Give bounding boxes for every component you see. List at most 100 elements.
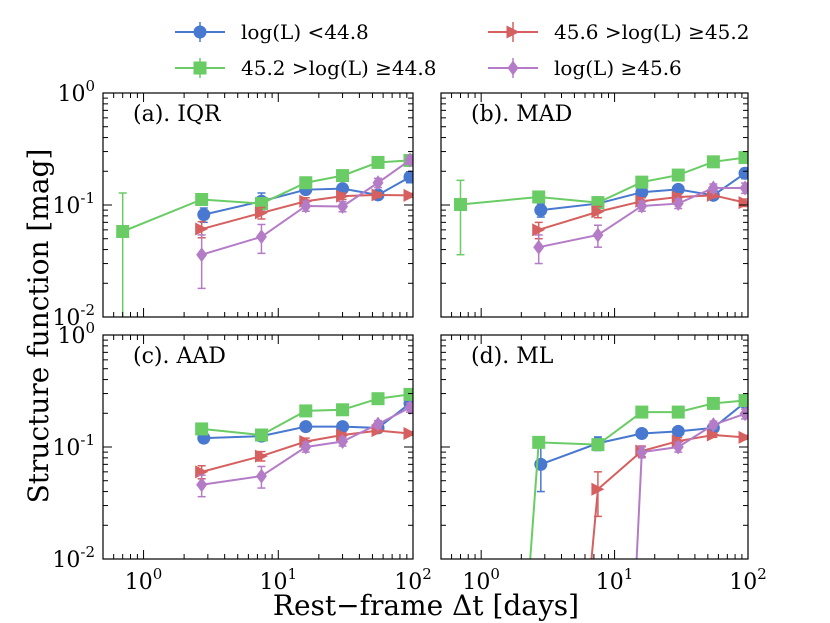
legend-label: 45.2 >log(L) ≥44.8 xyxy=(241,56,436,80)
data-point xyxy=(672,439,684,455)
data-point xyxy=(300,439,312,455)
panel-plot-area xyxy=(453,151,748,265)
panel-frame xyxy=(102,92,414,318)
panel-plot-area xyxy=(523,394,748,576)
series-4 xyxy=(196,400,413,498)
data-point xyxy=(707,417,719,433)
data-point xyxy=(739,180,748,196)
y-tick-label: 100 xyxy=(57,77,95,107)
data-point xyxy=(254,428,268,442)
data-point xyxy=(706,428,720,442)
data-point xyxy=(591,482,605,496)
series-4 xyxy=(196,152,413,290)
panel-frame xyxy=(440,334,749,560)
data-point xyxy=(738,394,748,408)
legend-entry: 45.2 >log(L) ≥44.8 xyxy=(175,56,436,80)
series-2 xyxy=(523,394,748,576)
data-point xyxy=(738,430,748,444)
data-point xyxy=(336,420,350,434)
legend-entry: 45.6 >log(L) ≥45.2 xyxy=(488,20,749,44)
data-point xyxy=(635,185,649,199)
data-point xyxy=(336,403,350,417)
data-point xyxy=(635,405,649,419)
panel-title: (b). MAD xyxy=(471,102,572,127)
panel-2: (b). MAD xyxy=(440,92,749,318)
legend-entry: log(L) <44.8 xyxy=(175,20,369,44)
data-point xyxy=(635,175,649,189)
data-point xyxy=(534,203,548,217)
data-point xyxy=(195,422,209,436)
x-tick-label: 100 xyxy=(462,565,500,595)
panel-4: (d). ML 100 101 102 xyxy=(440,334,767,595)
panel-frame xyxy=(440,92,749,318)
data-point xyxy=(255,229,267,245)
data-point xyxy=(197,208,211,222)
x-tick-label: 101 xyxy=(260,565,298,595)
data-point xyxy=(337,433,349,449)
legend: log(L) <44.8 45.6 >log(L) ≥45.2 45.2 >log(… xyxy=(175,20,749,80)
x-tick-label: 101 xyxy=(596,565,634,595)
data-point xyxy=(403,426,413,440)
y-axis-label: Structure function [mag] xyxy=(22,149,55,504)
data-point xyxy=(371,188,385,202)
y-tick-label: 10-1 xyxy=(52,189,95,219)
legend-marker xyxy=(507,60,519,76)
data-point xyxy=(371,155,385,169)
data-point xyxy=(738,151,748,165)
x-tick-label: 102 xyxy=(729,565,767,595)
data-point xyxy=(403,170,413,184)
data-point xyxy=(523,563,536,576)
legend-entry: log(L) ≥45.6 xyxy=(488,56,682,80)
series-line xyxy=(538,194,746,231)
data-point xyxy=(195,192,209,206)
panel-title: (c). AAD xyxy=(133,344,226,369)
panel-title: (d). ML xyxy=(471,344,554,369)
axis-ticks xyxy=(102,93,413,318)
x-tick-label: 100 xyxy=(125,565,163,595)
data-point xyxy=(254,449,268,463)
series-line xyxy=(203,402,411,440)
legend-marker xyxy=(506,25,520,39)
panel-1: (a). IQR 10-2 10-1 100 xyxy=(52,77,414,331)
data-point xyxy=(671,424,685,438)
legend-label: log(L) <44.8 xyxy=(241,20,369,44)
series-3 xyxy=(590,428,748,559)
data-point xyxy=(299,176,313,190)
legend-label: 45.6 >log(L) ≥45.2 xyxy=(554,20,749,44)
data-point xyxy=(671,168,685,182)
data-point xyxy=(636,444,648,460)
legend-marker xyxy=(193,25,207,39)
data-point xyxy=(371,392,385,406)
series-4 xyxy=(533,180,748,265)
series-2 xyxy=(453,151,748,256)
y-tick-label: 10-2 xyxy=(52,301,95,331)
series-2 xyxy=(195,387,413,442)
data-point xyxy=(336,169,350,183)
data-point xyxy=(738,196,748,210)
data-point xyxy=(299,404,313,418)
data-point xyxy=(592,227,604,243)
data-point xyxy=(671,405,685,419)
x-tick-label: 102 xyxy=(394,565,432,595)
data-point xyxy=(591,205,605,219)
series-4 xyxy=(635,406,748,559)
axis-ticks xyxy=(440,93,748,318)
data-point xyxy=(403,188,413,202)
x-axis-label: Rest−frame Δt [days] xyxy=(273,589,579,622)
data-point xyxy=(404,152,413,168)
data-point xyxy=(453,198,467,212)
panel-frame xyxy=(102,334,414,560)
legend-marker xyxy=(193,61,207,75)
data-point xyxy=(300,198,312,214)
panel-plot-area xyxy=(195,387,413,498)
data-point xyxy=(403,387,413,401)
data-point xyxy=(337,198,349,214)
y-tick-label: 100 xyxy=(57,319,95,349)
data-point xyxy=(116,224,130,238)
data-point xyxy=(635,426,649,440)
data-point xyxy=(254,206,268,220)
y-tick-label: 10-2 xyxy=(52,543,95,573)
data-point xyxy=(706,155,720,169)
series-line xyxy=(201,159,411,256)
